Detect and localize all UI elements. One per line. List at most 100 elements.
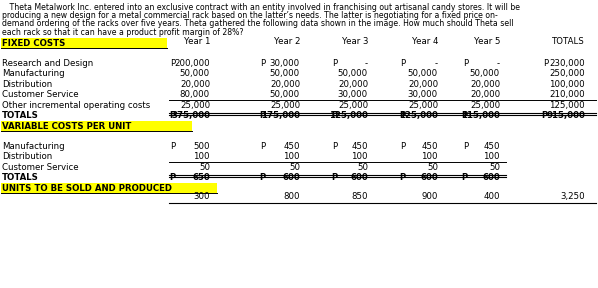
Text: 100: 100 bbox=[283, 152, 300, 161]
Text: 230,000: 230,000 bbox=[550, 59, 585, 68]
Text: 50: 50 bbox=[289, 163, 300, 172]
Text: P: P bbox=[170, 142, 175, 151]
Text: 915,000: 915,000 bbox=[546, 111, 585, 120]
Text: 20,000: 20,000 bbox=[338, 80, 368, 89]
Text: 20,000: 20,000 bbox=[180, 80, 210, 89]
Text: P: P bbox=[331, 173, 337, 182]
Text: 50: 50 bbox=[199, 163, 210, 172]
Text: TOTALS: TOTALS bbox=[2, 111, 39, 120]
Text: 50,000: 50,000 bbox=[180, 69, 210, 78]
Text: 50: 50 bbox=[489, 163, 500, 172]
Text: Customer Service: Customer Service bbox=[2, 90, 78, 99]
Text: VARIABLE COSTS PER UNIT: VARIABLE COSTS PER UNIT bbox=[2, 122, 132, 131]
Text: P: P bbox=[399, 111, 405, 120]
Text: 50: 50 bbox=[357, 163, 368, 172]
Text: P: P bbox=[170, 59, 175, 68]
Text: 80,000: 80,000 bbox=[180, 90, 210, 99]
Text: Manufacturing: Manufacturing bbox=[2, 69, 65, 78]
Text: P: P bbox=[169, 111, 175, 120]
Text: 3,250: 3,250 bbox=[560, 192, 585, 201]
Text: 450: 450 bbox=[422, 142, 438, 151]
Text: 25,000: 25,000 bbox=[270, 101, 300, 110]
Bar bbox=[1, 183, 217, 193]
Text: 600: 600 bbox=[350, 173, 368, 182]
Text: P: P bbox=[332, 142, 337, 151]
Text: 25,000: 25,000 bbox=[408, 101, 438, 110]
Text: 125,000: 125,000 bbox=[329, 111, 368, 120]
Text: demand ordering of the racks over five years. Theta gathered the following data : demand ordering of the racks over five y… bbox=[2, 19, 514, 29]
Text: 375,000: 375,000 bbox=[171, 111, 210, 120]
Text: 20,000: 20,000 bbox=[408, 80, 438, 89]
Text: 115,000: 115,000 bbox=[461, 111, 500, 120]
Text: UNITS TO BE SOLD AND PRODUCED: UNITS TO BE SOLD AND PRODUCED bbox=[2, 184, 172, 193]
Text: 450: 450 bbox=[283, 142, 300, 151]
Text: P: P bbox=[462, 111, 468, 120]
Text: Year 3: Year 3 bbox=[341, 37, 368, 46]
Text: Year 4: Year 4 bbox=[411, 37, 438, 46]
Text: P: P bbox=[259, 111, 265, 120]
Text: 850: 850 bbox=[352, 192, 368, 201]
Text: 50,000: 50,000 bbox=[338, 69, 368, 78]
Text: -: - bbox=[365, 59, 368, 68]
Text: producing a new design for a metal commercial rack based on the latter’s needs. : producing a new design for a metal comme… bbox=[2, 11, 498, 20]
Text: 100: 100 bbox=[422, 152, 438, 161]
Bar bbox=[1, 38, 167, 48]
Text: Customer Service: Customer Service bbox=[2, 163, 78, 172]
Text: 650: 650 bbox=[192, 173, 210, 182]
Text: P: P bbox=[260, 142, 265, 151]
Text: Year 5: Year 5 bbox=[474, 37, 500, 46]
Text: 210,000: 210,000 bbox=[550, 90, 585, 99]
Text: 20,000: 20,000 bbox=[470, 90, 500, 99]
Text: 30,000: 30,000 bbox=[338, 90, 368, 99]
Text: 900: 900 bbox=[422, 192, 438, 201]
Text: 50,000: 50,000 bbox=[270, 69, 300, 78]
Text: 125,000: 125,000 bbox=[399, 111, 438, 120]
Text: 30,000: 30,000 bbox=[270, 59, 300, 68]
Text: 300: 300 bbox=[194, 192, 210, 201]
Text: P: P bbox=[463, 59, 468, 68]
Text: Other incremental operating costs: Other incremental operating costs bbox=[2, 101, 150, 110]
Text: 30,000: 30,000 bbox=[408, 90, 438, 99]
Text: 100,000: 100,000 bbox=[550, 80, 585, 89]
Text: Year 1: Year 1 bbox=[184, 37, 210, 46]
Text: P: P bbox=[259, 173, 265, 182]
Text: P: P bbox=[332, 59, 337, 68]
Text: 50,000: 50,000 bbox=[408, 69, 438, 78]
Text: P: P bbox=[169, 173, 175, 182]
Text: 25,000: 25,000 bbox=[180, 101, 210, 110]
Text: P: P bbox=[400, 142, 405, 151]
Text: 600: 600 bbox=[482, 173, 500, 182]
Text: Manufacturing: Manufacturing bbox=[2, 142, 65, 151]
Text: 600: 600 bbox=[282, 173, 300, 182]
Text: -: - bbox=[435, 59, 438, 68]
Text: 20,000: 20,000 bbox=[470, 80, 500, 89]
Text: 100: 100 bbox=[484, 152, 500, 161]
Text: Distribution: Distribution bbox=[2, 152, 52, 161]
Text: P: P bbox=[463, 142, 468, 151]
Text: 25,000: 25,000 bbox=[338, 101, 368, 110]
Text: P: P bbox=[400, 59, 405, 68]
Text: 400: 400 bbox=[484, 192, 500, 201]
Text: FIXED COSTS: FIXED COSTS bbox=[2, 39, 65, 48]
Text: P: P bbox=[399, 173, 405, 182]
Text: 20,000: 20,000 bbox=[270, 80, 300, 89]
Bar bbox=[1, 121, 192, 131]
Text: 125,000: 125,000 bbox=[550, 101, 585, 110]
Text: 50,000: 50,000 bbox=[270, 90, 300, 99]
Text: 25,000: 25,000 bbox=[470, 101, 500, 110]
Text: Research and Design: Research and Design bbox=[2, 59, 93, 68]
Text: Distribution: Distribution bbox=[2, 80, 52, 89]
Text: 200,000: 200,000 bbox=[175, 59, 210, 68]
Text: 500: 500 bbox=[194, 142, 210, 151]
Text: TOTALS: TOTALS bbox=[552, 37, 585, 46]
Text: TOTALS: TOTALS bbox=[2, 173, 39, 182]
Text: 100: 100 bbox=[194, 152, 210, 161]
Text: 450: 450 bbox=[484, 142, 500, 151]
Text: 450: 450 bbox=[352, 142, 368, 151]
Text: Year 2: Year 2 bbox=[273, 37, 300, 46]
Text: -: - bbox=[497, 59, 500, 68]
Text: P: P bbox=[331, 111, 337, 120]
Text: P: P bbox=[260, 59, 265, 68]
Text: 50: 50 bbox=[427, 163, 438, 172]
Text: each rack so that it can have a product profit margin of 28%?: each rack so that it can have a product … bbox=[2, 28, 243, 37]
